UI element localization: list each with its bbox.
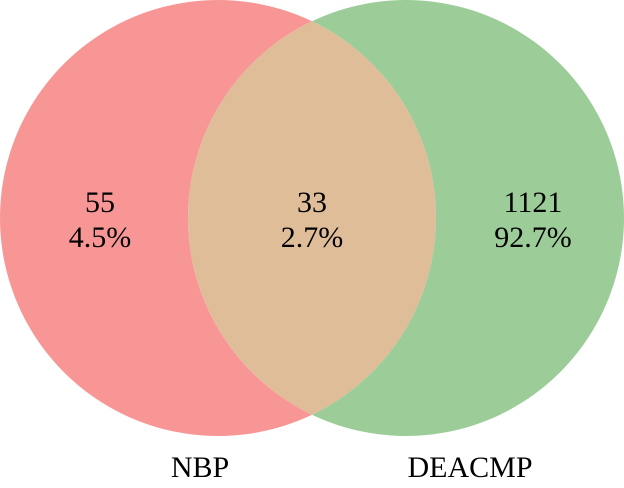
region-percent: 92.7% <box>494 221 572 254</box>
venn-region <box>312 0 624 436</box>
region-percent: 4.5% <box>69 221 132 254</box>
venn-region <box>0 0 312 436</box>
set-label: NBP <box>171 451 229 484</box>
venn-region <box>188 21 436 415</box>
region-count: 1121 <box>504 186 563 219</box>
region-count: 55 <box>85 186 115 219</box>
region-count: 33 <box>297 186 327 219</box>
set-label: DEACMP <box>407 451 532 484</box>
region-percent: 2.7% <box>281 221 344 254</box>
